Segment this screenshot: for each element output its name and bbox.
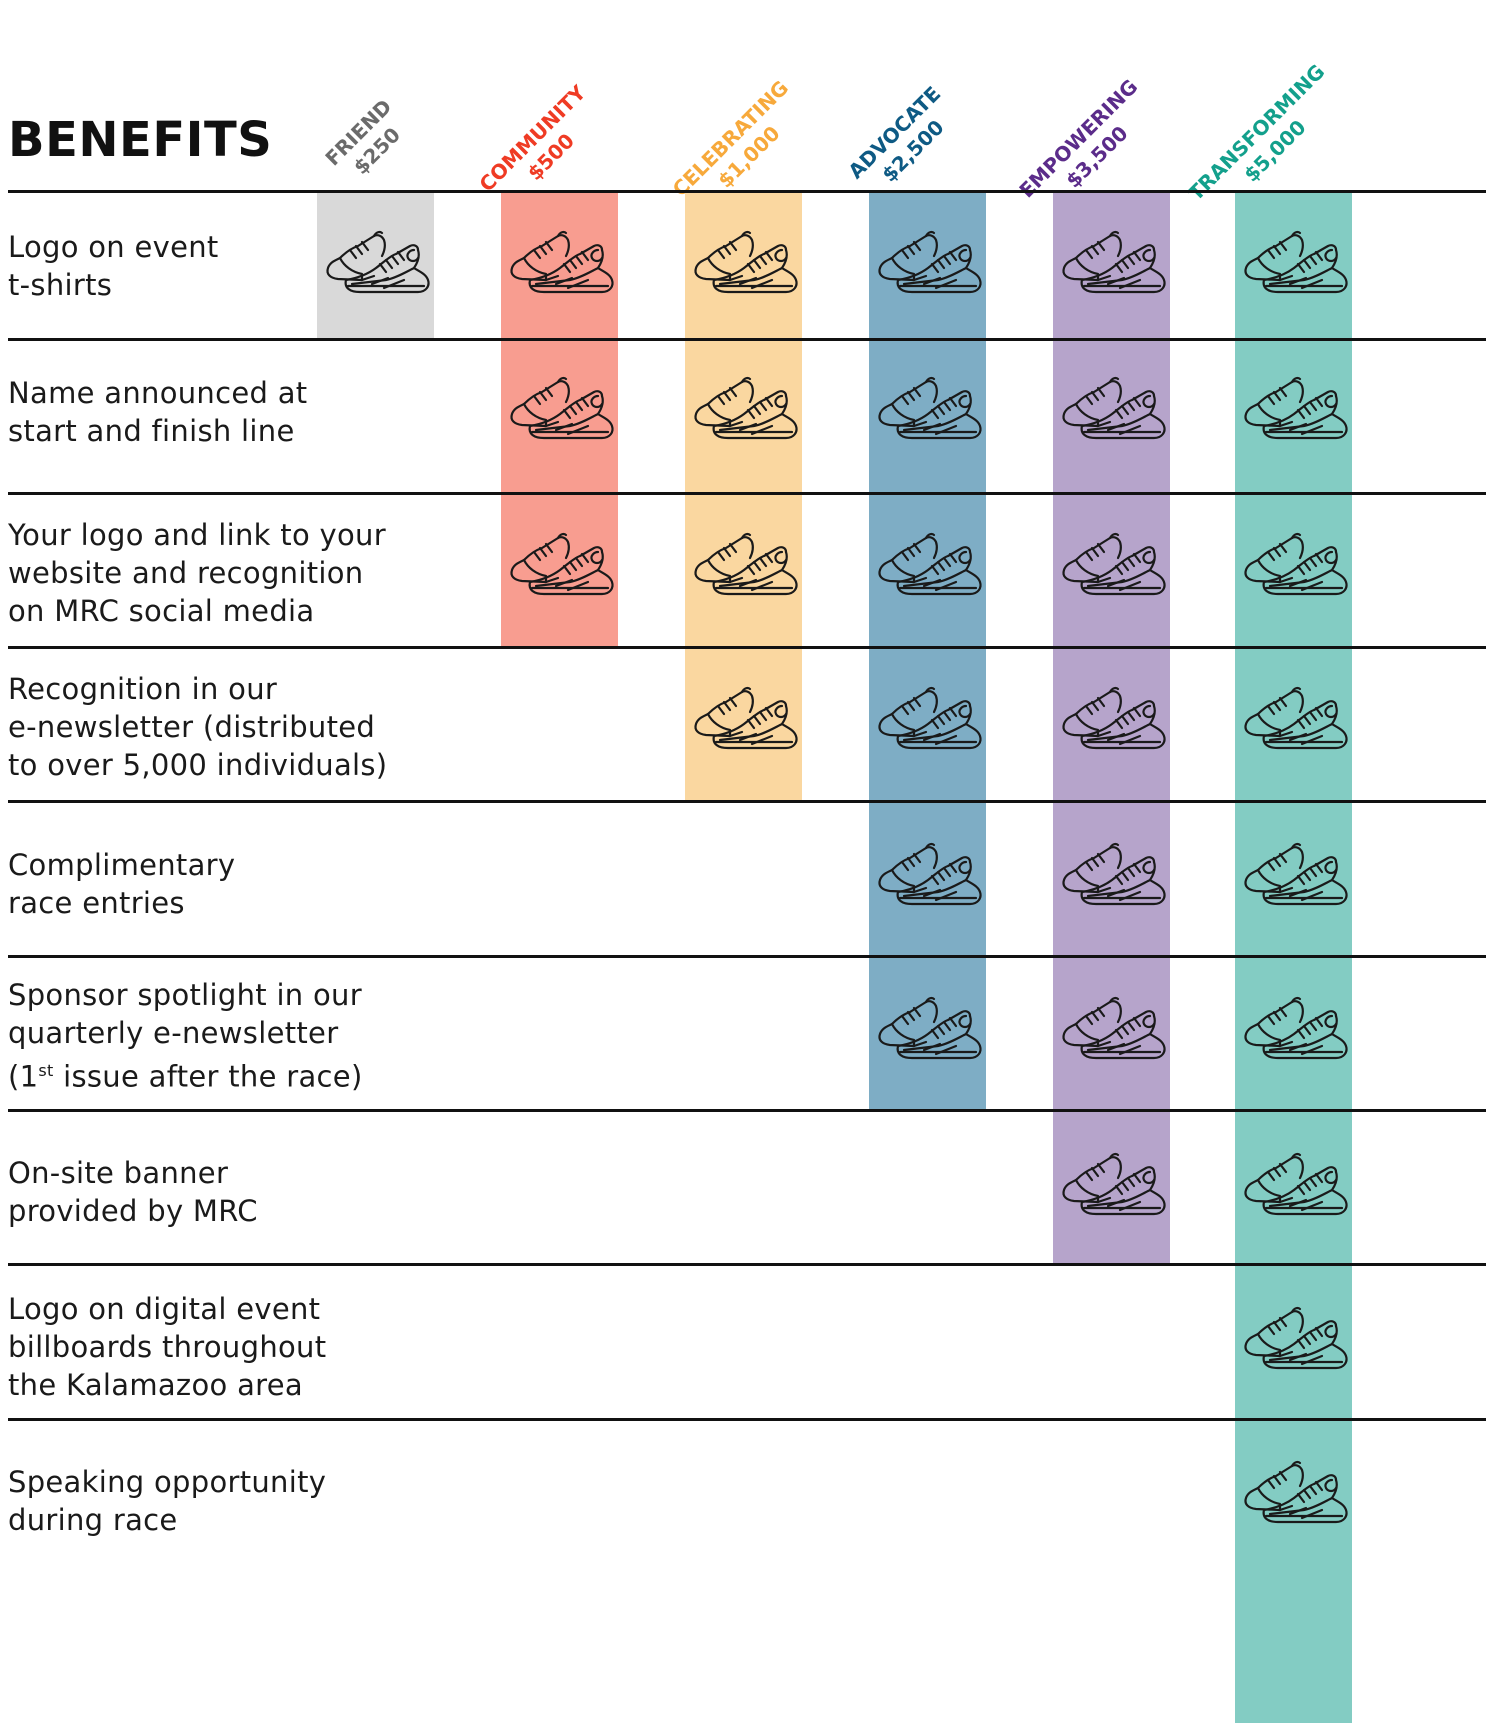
benefit-label: Recognition in our e-newsletter (distribu… — [8, 670, 448, 784]
row-divider — [8, 338, 1486, 341]
row-divider — [8, 1263, 1486, 1266]
sneakers-icon — [874, 684, 986, 756]
row-divider — [8, 646, 1486, 649]
sneakers-icon — [1240, 684, 1352, 756]
sneakers-icon — [1240, 374, 1352, 446]
sneakers-icon — [1240, 1458, 1352, 1530]
benefit-label-line: to over 5,000 individuals) — [8, 748, 388, 782]
sneakers-icon — [1058, 684, 1170, 756]
sneakers-icon — [1240, 1304, 1352, 1376]
benefit-label-line: Name announced at — [8, 376, 308, 410]
ordinal-superscript: st — [38, 1061, 54, 1080]
page-title: BENEFITS — [8, 112, 273, 168]
benefit-label: Logo on event t-shirts — [8, 228, 448, 304]
benefit-label-line: during race — [8, 1503, 178, 1537]
sneakers-icon — [322, 228, 434, 300]
benefit-label-line: on MRC social media — [8, 594, 315, 628]
benefit-label-line: On-site banner — [8, 1156, 229, 1190]
benefit-label-line: Recognition in our — [8, 672, 278, 706]
sneakers-icon — [690, 228, 802, 300]
row-divider — [8, 955, 1486, 958]
benefit-label-line: quarterly e-newsletter — [8, 1016, 339, 1050]
benefit-label-line: Logo on event — [8, 230, 219, 264]
sneakers-icon — [1058, 994, 1170, 1066]
sneakers-icon — [690, 374, 802, 446]
benefit-label-line: Logo on digital event — [8, 1292, 321, 1326]
benefit-label-line: t-shirts — [8, 268, 113, 302]
sneakers-icon — [506, 228, 618, 300]
benefit-label-line: Your logo and link to your — [8, 518, 386, 552]
sneakers-icon — [1240, 530, 1352, 602]
row-divider — [8, 1418, 1486, 1421]
benefit-label-line: e-newsletter (distributed — [8, 710, 376, 744]
benefit-label-text: (1 — [8, 1059, 39, 1094]
benefit-label: Name announced at start and finish line — [8, 374, 448, 450]
sneakers-icon — [1058, 530, 1170, 602]
benefit-label-line: Complimentary — [8, 848, 236, 882]
benefit-label: Logo on digital event billboards througho… — [8, 1290, 448, 1404]
benefit-label: Sponsor spotlight in our quarterly e-news… — [8, 976, 448, 1096]
sneakers-icon — [506, 374, 618, 446]
row-divider — [8, 1109, 1486, 1112]
tier-column-band-advocate — [869, 193, 986, 1109]
sneakers-icon — [690, 530, 802, 602]
tier-column-band-celebrating — [685, 193, 802, 800]
sneakers-icon — [690, 684, 802, 756]
benefit-label-text: issue after the race) — [53, 1059, 363, 1094]
sneakers-icon — [1240, 840, 1352, 912]
sneakers-icon — [874, 374, 986, 446]
tier-column-band-empowering — [1053, 193, 1170, 1263]
benefit-label-line: race entries — [8, 886, 185, 920]
benefit-label-line: Speaking opportunity — [8, 1465, 327, 1499]
benefit-label-line: start and finish line — [8, 414, 295, 448]
sneakers-icon — [874, 994, 986, 1066]
benefit-label: Your logo and link to your website and re… — [8, 516, 448, 630]
sneakers-icon — [1240, 994, 1352, 1066]
sneakers-icon — [1058, 374, 1170, 446]
sneakers-icon — [1058, 840, 1170, 912]
benefit-label-line: website and recognition — [8, 556, 364, 590]
row-divider — [8, 492, 1486, 495]
benefit-label-line: the Kalamazoo area — [8, 1368, 303, 1402]
sneakers-icon — [1058, 1150, 1170, 1222]
tier-column-band-transforming — [1235, 193, 1352, 1723]
benefit-label-line: Sponsor spotlight in our — [8, 978, 362, 1012]
sneakers-icon — [1240, 228, 1352, 300]
benefit-label-line: provided by MRC — [8, 1194, 258, 1228]
benefit-label-line: (1st issue after the race) — [8, 1052, 448, 1096]
row-divider — [8, 800, 1486, 803]
benefit-label: Speaking opportunity during race — [8, 1463, 448, 1539]
sneakers-icon — [1058, 228, 1170, 300]
sneakers-icon — [874, 530, 986, 602]
sneakers-icon — [874, 840, 986, 912]
benefit-label: On-site banner provided by MRC — [8, 1154, 448, 1230]
sneakers-icon — [874, 228, 986, 300]
benefit-label-line: billboards throughout — [8, 1330, 327, 1364]
benefit-label: Complimentary race entries — [8, 846, 448, 922]
row-divider — [8, 190, 1486, 193]
sneakers-icon — [1240, 1150, 1352, 1222]
sneakers-icon — [506, 530, 618, 602]
